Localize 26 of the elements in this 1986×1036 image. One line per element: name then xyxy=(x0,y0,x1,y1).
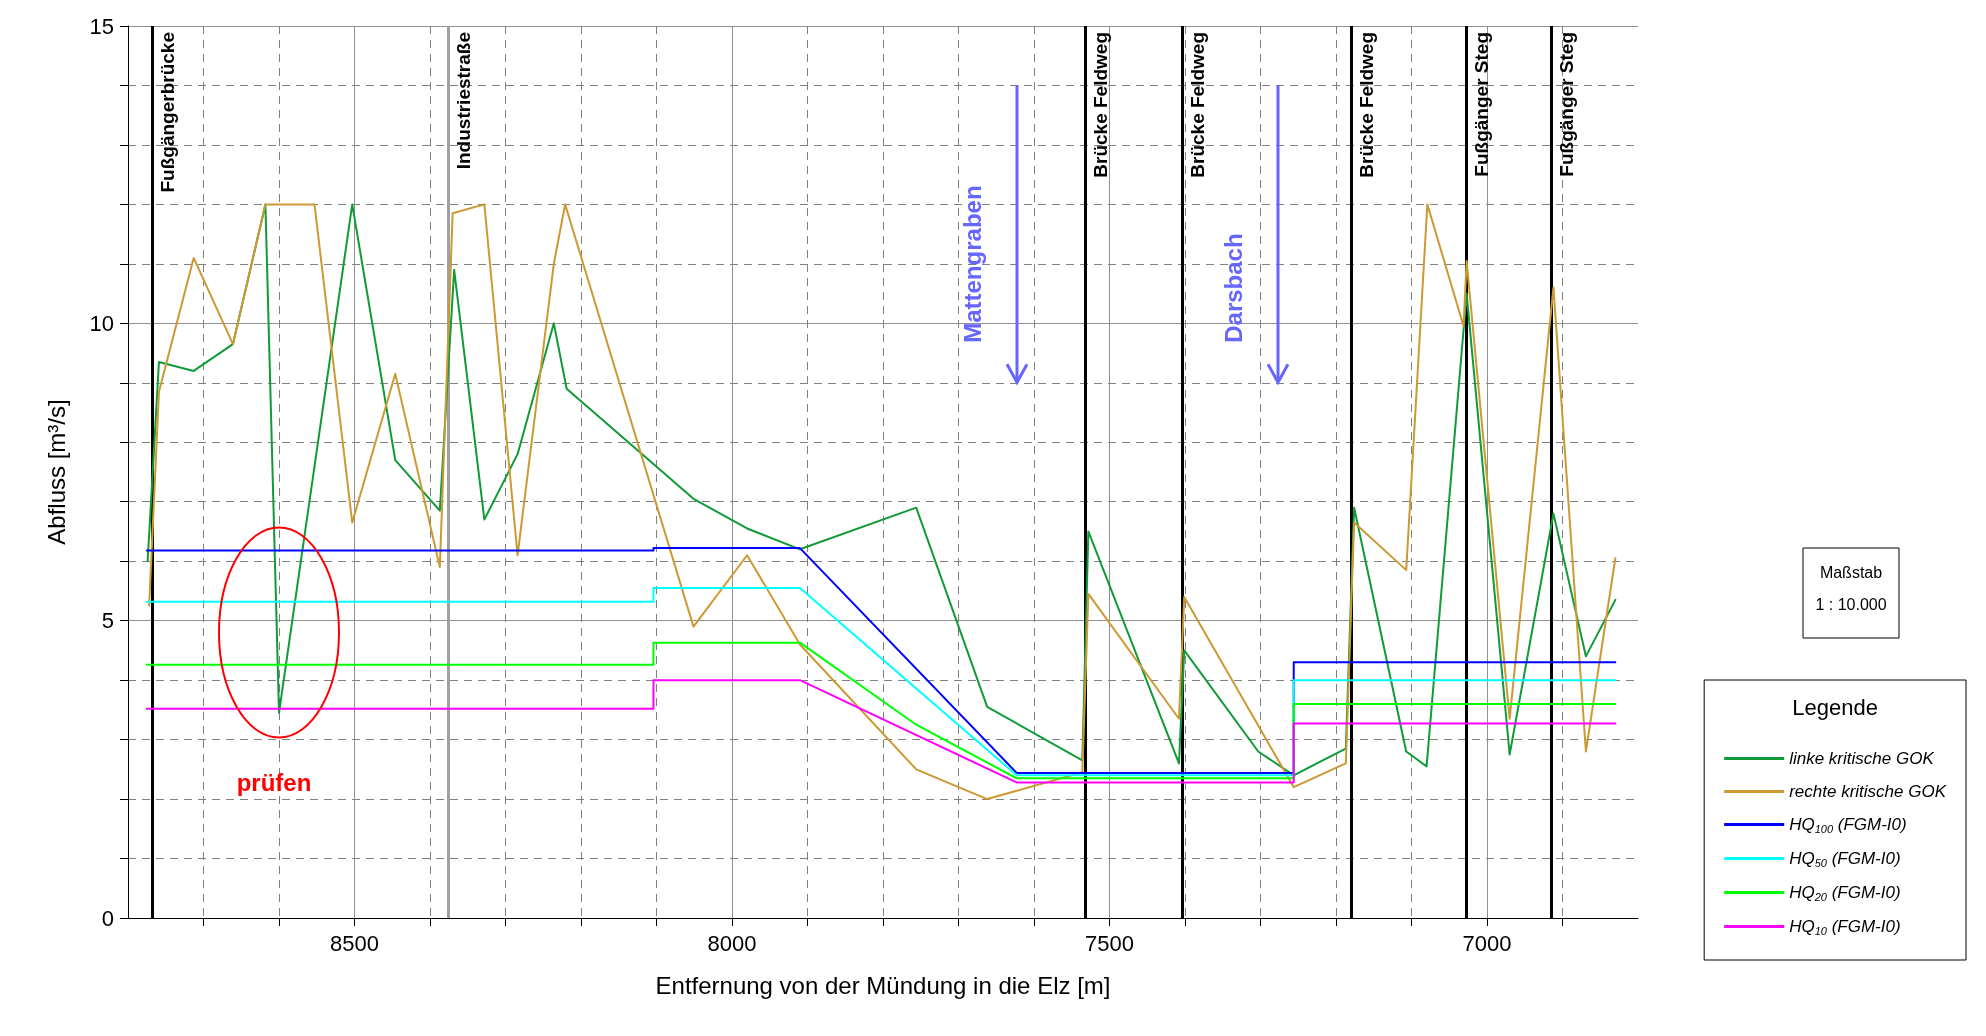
annotation: prüfen xyxy=(236,769,312,797)
x-tick-label: 8000 xyxy=(707,930,757,956)
ref-line-label: Brücke Feldweg xyxy=(1186,32,1208,178)
ref-line-label: Fußgänger Steg xyxy=(1470,32,1492,177)
annotation: Mattengraben xyxy=(959,185,987,343)
y-tick-label: 10 xyxy=(89,310,114,336)
x-tick-label: 7000 xyxy=(1462,930,1512,956)
ref-line-label: Industriestraße xyxy=(453,32,475,170)
legend-label: rechte kritische GOK xyxy=(1789,782,1947,801)
y-tick-label: 0 xyxy=(101,905,114,931)
x-axis-title: Entfernung von der Mündung in die Elz [m] xyxy=(655,971,1111,999)
y-tick-label: 15 xyxy=(89,13,114,39)
text: Maßstab xyxy=(1819,563,1883,581)
x-tick-label: 8500 xyxy=(330,930,379,956)
ref-line-label: Fußgängerbrücke xyxy=(157,32,179,193)
x-tick-label: 7500 xyxy=(1085,930,1134,956)
y-tick-label: 5 xyxy=(101,608,114,634)
legend-title: Legende xyxy=(1792,694,1879,720)
legend-label: linke kritische GOK xyxy=(1789,749,1935,768)
ref-line-label: Brücke Feldweg xyxy=(1356,32,1378,178)
text: 1 : 10.000 xyxy=(1815,595,1887,613)
annotation: Darsbach xyxy=(1220,233,1248,343)
ref-line-label: Fußgänger Steg xyxy=(1556,32,1578,177)
line-series xyxy=(145,547,1617,774)
y-axis-title: Abfluss [m³/s] xyxy=(42,399,70,545)
ref-line-label: Brücke Feldweg xyxy=(1090,32,1112,178)
